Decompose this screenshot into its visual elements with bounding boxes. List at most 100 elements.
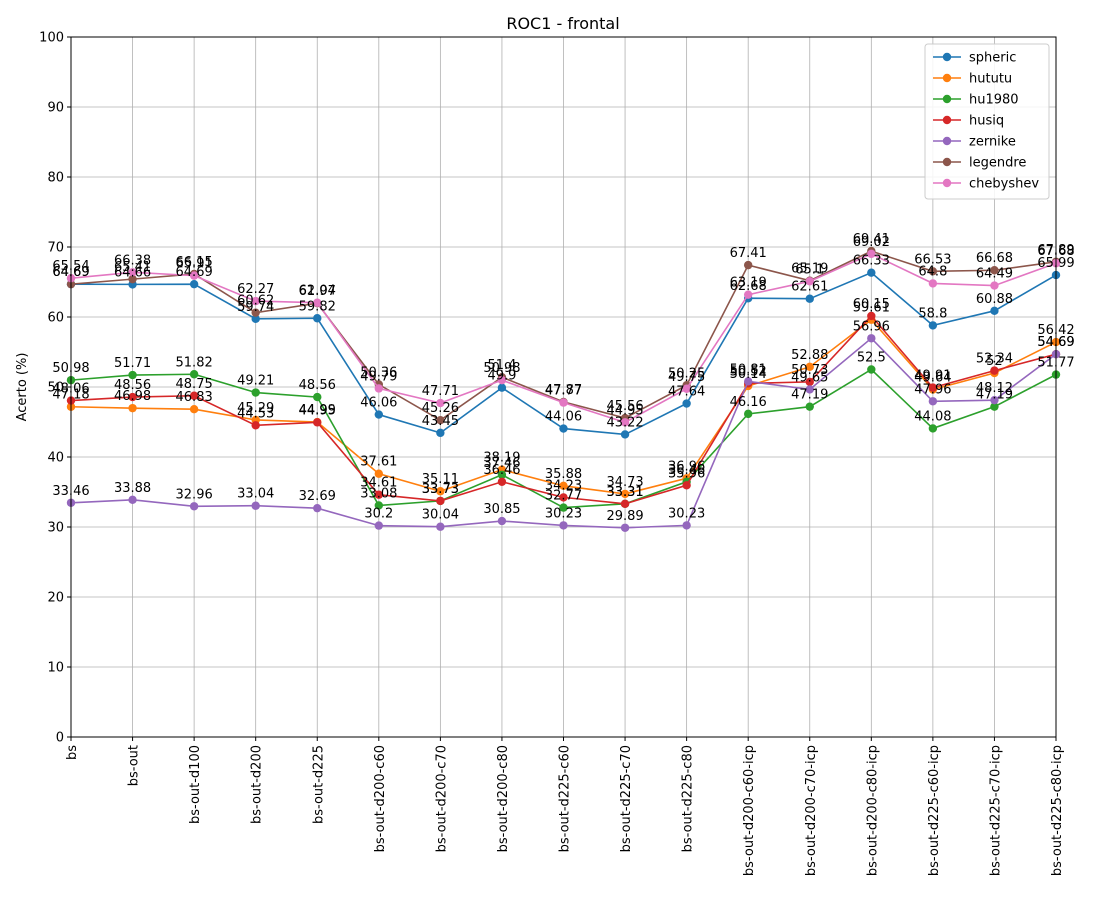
data-label: 47.96 [914, 382, 951, 397]
x-tick-label: bs-out-d225-c80-icp [1050, 745, 1065, 876]
data-label: 64.8 [918, 264, 947, 279]
data-point [128, 495, 137, 505]
data-point [436, 487, 445, 496]
data-point [251, 296, 260, 306]
data-point [743, 290, 753, 299]
legend-label: hututu [969, 72, 1012, 87]
data-point [374, 384, 384, 393]
data-point [128, 392, 137, 402]
data-label: 33.04 [237, 487, 274, 502]
y-tick-label: 90 [47, 101, 64, 116]
series-husiq [66, 311, 1061, 509]
legend-item-husiq: husiq [933, 114, 1004, 129]
data-label: 50.81 [730, 362, 767, 377]
data-label: 33.88 [114, 481, 151, 496]
data-point [497, 477, 507, 486]
data-point [805, 277, 814, 286]
data-label: 32.96 [176, 487, 213, 502]
data-label: 46.83 [176, 390, 213, 405]
data-label: 51.71 [114, 356, 151, 371]
series-layer [66, 246, 1061, 532]
x-tick-label: bs-out-d225-c70 [619, 745, 634, 852]
y-tick-label: 100 [39, 31, 64, 46]
data-point [867, 249, 876, 259]
data-label: 60.88 [976, 292, 1013, 307]
data-point [990, 366, 999, 375]
x-tick-label: bs-out-d200-c70-icp [804, 745, 819, 876]
data-label: 44.53 [237, 406, 274, 421]
data-point [559, 521, 568, 530]
x-tick-label: bs-out-d200-c70 [434, 745, 449, 852]
x-tick-label: bs-out-d200-c60 [373, 745, 388, 852]
data-label: 34.23 [545, 478, 582, 493]
data-label: 47.71 [422, 384, 459, 399]
data-point [867, 334, 876, 343]
data-label: 35.11 [422, 472, 459, 487]
data-point [620, 430, 630, 439]
legend-item-zernike: zernike [933, 135, 1016, 150]
data-label: 45.56 [606, 399, 643, 414]
data-label: 56.96 [853, 319, 890, 334]
legend-label: spheric [969, 51, 1016, 66]
data-point [990, 281, 999, 290]
data-label: 65.1 [795, 262, 824, 277]
data-label: 64.49 [976, 267, 1013, 282]
data-label: 63.19 [730, 276, 767, 291]
data-point [436, 496, 445, 506]
data-label: 67.41 [730, 246, 767, 261]
data-label: 62.27 [237, 282, 274, 297]
data-label: 35.96 [668, 466, 705, 481]
legend-label: husiq [969, 114, 1004, 129]
data-label: 47.19 [976, 388, 1013, 403]
data-point [189, 271, 199, 280]
data-label: 38.19 [483, 451, 520, 466]
data-point [497, 516, 507, 526]
data-point [990, 402, 999, 411]
y-axis-ticks: 0 10 20 30 40 50 60 70 80 90 100 [39, 31, 71, 746]
data-label: 44.95 [606, 403, 643, 418]
data-point [436, 428, 445, 438]
y-tick-label: 10 [47, 661, 64, 676]
data-point [128, 403, 137, 413]
data-label: 49.65 [791, 370, 828, 385]
data-point [620, 418, 630, 427]
data-point [128, 274, 137, 284]
data-label: 30.23 [668, 506, 705, 521]
data-point [436, 522, 445, 531]
data-label: 36.46 [483, 463, 520, 478]
y-tick-label: 30 [47, 521, 64, 536]
data-point [313, 503, 322, 513]
data-point [867, 311, 876, 321]
data-label: 50.73 [791, 363, 828, 378]
data-label: 33.73 [422, 482, 459, 497]
data-label: 48.12 [976, 381, 1013, 396]
data-label: 44.06 [545, 410, 582, 425]
legend-marker [942, 94, 952, 104]
data-point [805, 377, 814, 387]
legend-marker [942, 136, 952, 146]
data-label: 62.68 [730, 279, 767, 294]
data-point [374, 490, 384, 499]
data-label: 66.68 [976, 251, 1013, 266]
data-point [928, 397, 938, 406]
x-tick-label: bs-out-d225-c60-icp [927, 745, 942, 876]
data-point [436, 398, 445, 408]
data-label: 30.85 [483, 502, 520, 517]
data-label: 61.97 [299, 284, 336, 299]
data-point [559, 481, 568, 491]
data-label: 43.22 [606, 415, 643, 430]
data-label: 49.75 [668, 370, 705, 385]
data-label: 46.98 [114, 389, 151, 404]
data-label: 37.46 [483, 456, 520, 471]
legend-label: legendre [969, 156, 1026, 171]
data-point [189, 370, 199, 379]
data-point [189, 391, 199, 400]
data-point [374, 410, 384, 419]
series-chebyshev [66, 249, 1061, 427]
x-tick-label: bs-out-d200 [250, 745, 265, 824]
data-label: 60.62 [237, 294, 274, 309]
data-label: 60.15 [853, 297, 890, 312]
data-point [805, 362, 814, 372]
